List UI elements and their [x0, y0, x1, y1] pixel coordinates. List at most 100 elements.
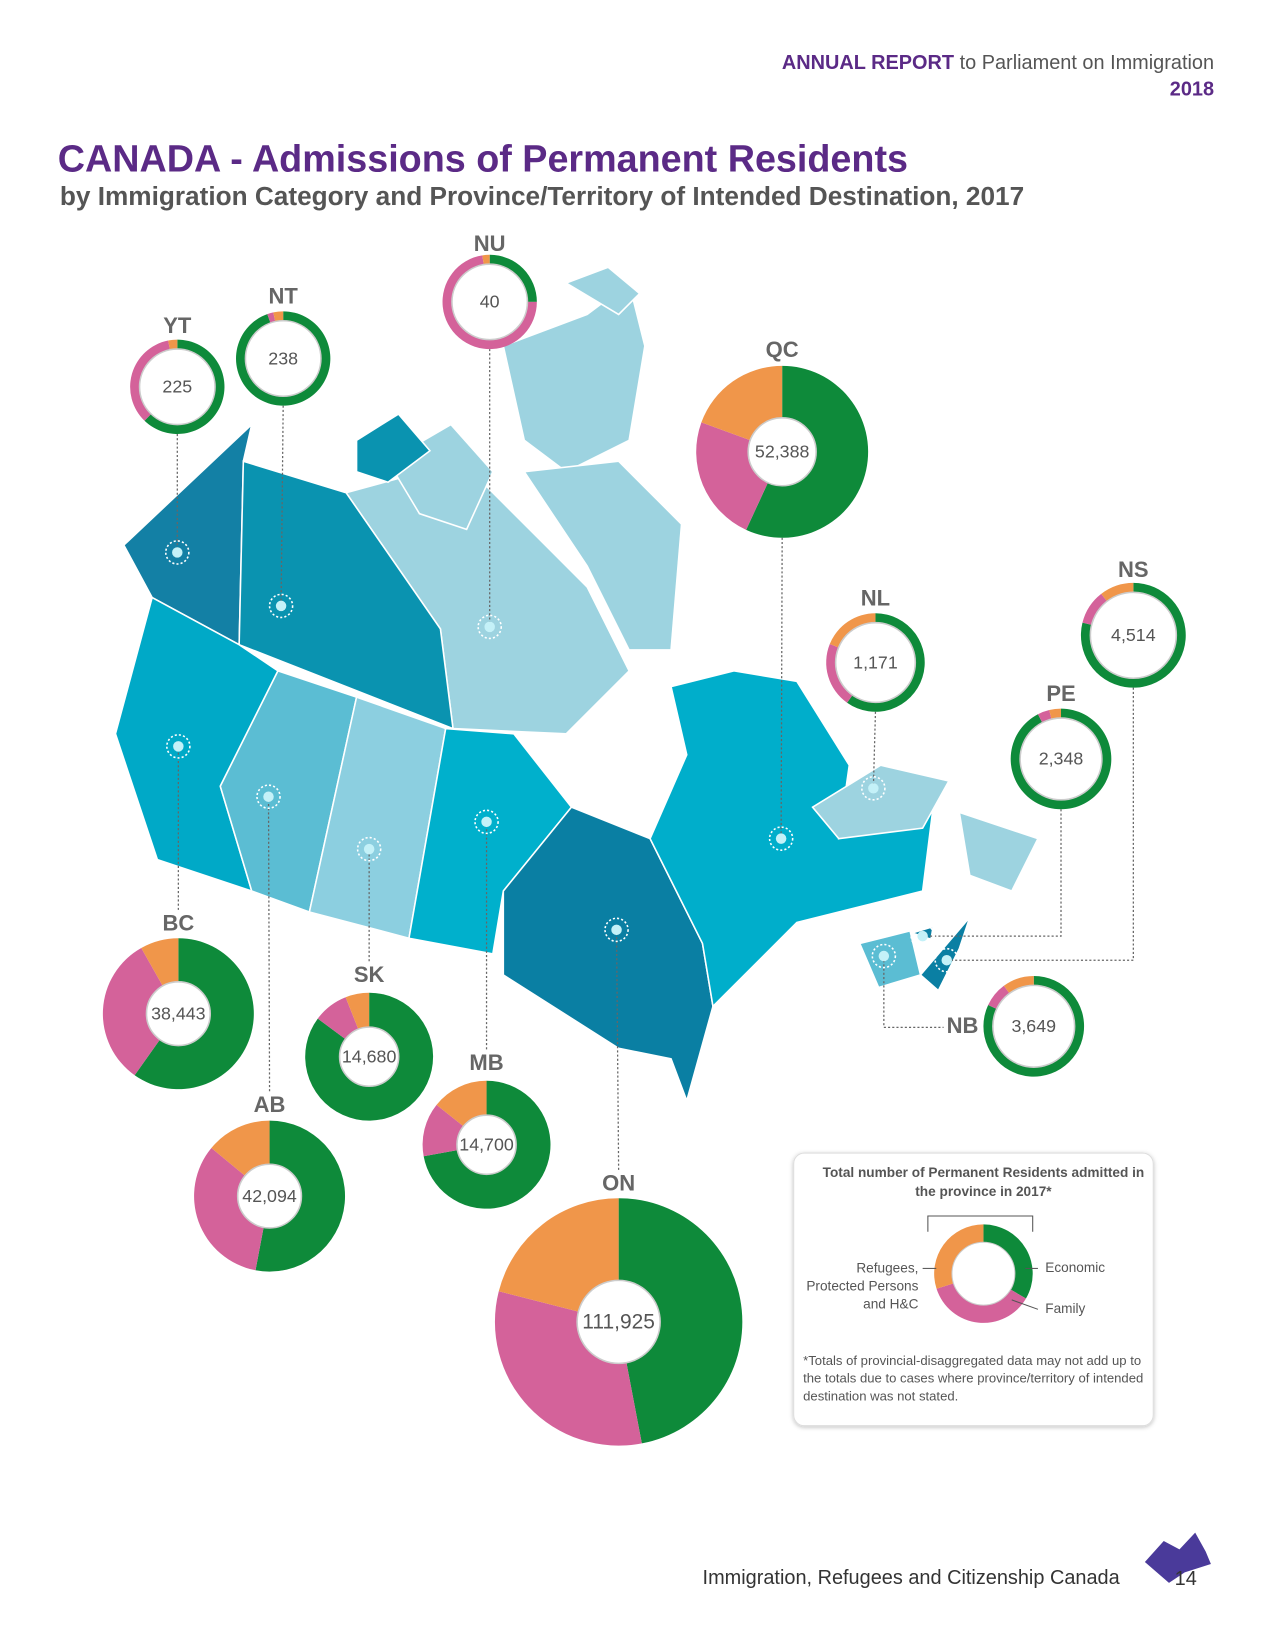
- donut-total: 225: [162, 377, 192, 397]
- donut-total: 238: [268, 348, 298, 368]
- legend-donut: Economic Family Refugees, Protected Person…: [806, 1224, 1105, 1323]
- region-qc: [649, 670, 935, 1008]
- region-label: YT: [163, 313, 192, 338]
- island: [355, 413, 432, 484]
- donut-segment: [618, 1198, 743, 1444]
- leader-line: [267, 796, 271, 1092]
- legend-label-box: Refugees, Protected Persons and H&C: [806, 1260, 919, 1312]
- legend: Total number of Permanent Residents admi…: [793, 1152, 1154, 1427]
- donut-total: 1,171: [853, 652, 898, 672]
- legend-swatch: [983, 1224, 1033, 1299]
- donut-hole: [576, 1279, 661, 1365]
- donut-segment: [134, 938, 254, 1090]
- legend-title: Total number of Permanent Residents admi…: [822, 1164, 1145, 1200]
- donut-total: 14,680: [342, 1046, 397, 1066]
- page-number: 14: [1175, 1568, 1197, 1590]
- donut-segment: [829, 613, 876, 648]
- map-marker: [941, 954, 952, 966]
- donut-segment: [494, 1291, 642, 1446]
- donut-segment: [130, 340, 170, 421]
- map-marker: [263, 791, 274, 802]
- leader-line: [883, 956, 944, 1028]
- map-marker-ring: [934, 947, 960, 973]
- donut-segment: [489, 254, 537, 302]
- donut-segment: [1082, 593, 1107, 625]
- leader-line: [922, 809, 1062, 937]
- donut-total: 38,443: [151, 1003, 206, 1023]
- legend-label: Refugees, Protected Persons and H&C: [806, 1260, 919, 1312]
- map-marker-ring: [356, 836, 382, 862]
- map-marker: [173, 741, 184, 752]
- map-marker: [775, 833, 787, 844]
- donut-segment: [436, 1080, 487, 1127]
- region-label: NU: [474, 231, 506, 256]
- region-ns: [919, 916, 971, 992]
- report-header: ANNUAL REPORT to Parliament on Immigrati…: [782, 52, 1214, 74]
- legend-title-box: Total number of Permanent Residents admi…: [822, 1164, 1145, 1200]
- region-yt: [122, 422, 254, 646]
- donut-segment: [305, 992, 434, 1121]
- island: [522, 460, 683, 651]
- donut-hole: [834, 621, 917, 704]
- map-marker: [172, 547, 183, 558]
- region-label: NL: [861, 585, 890, 610]
- donut-total: 14,700: [459, 1134, 514, 1154]
- chart-subtitle: by Immigration Category and Province/Ter…: [60, 181, 1024, 211]
- map-marker: [484, 621, 495, 633]
- island: [502, 281, 646, 473]
- donut-segment: [1003, 975, 1034, 994]
- legend-swatch: [934, 1224, 984, 1289]
- legend-hole: [951, 1241, 1016, 1306]
- legend-label: Economic: [1045, 1260, 1105, 1275]
- map-marker-ring: [871, 943, 897, 969]
- donut-total: 2,348: [1039, 749, 1084, 769]
- map-marker: [868, 783, 879, 794]
- leader-line: [872, 711, 877, 789]
- region-label: NS: [1118, 557, 1149, 582]
- donut-segment: [498, 1198, 619, 1312]
- donut-segment: [696, 422, 768, 530]
- maple-leaf-logo: [1144, 1532, 1211, 1583]
- region-label: MB: [469, 1050, 503, 1075]
- donut-segment: [482, 254, 490, 265]
- map-marker: [917, 930, 928, 942]
- donut-hole: [244, 319, 322, 398]
- donut-hole: [138, 348, 216, 426]
- legend-note: *Totals of provincial-disaggregated data…: [803, 1353, 1144, 1404]
- donut-segment: [273, 311, 284, 322]
- donut-hole: [992, 984, 1076, 1068]
- legend-tick: [1011, 1299, 1039, 1310]
- legend-bracket: [927, 1215, 1034, 1232]
- donut-segment: [847, 613, 925, 712]
- region-label: QC: [766, 337, 799, 362]
- donut-segment: [317, 997, 359, 1040]
- map-marker-ring: [604, 917, 629, 943]
- donuts: 225 YT 238 NT 40 NU 52,388 QC 1,171 NL 4,514 NS 2,34…: [102, 231, 1186, 1446]
- donut-hole: [747, 417, 817, 487]
- map-marker-ring: [268, 593, 294, 619]
- map-marker-ring: [474, 809, 499, 835]
- donut-hole: [145, 981, 212, 1047]
- region-nl-island: [958, 811, 1040, 893]
- footer-organization: Immigration, Refugees and Citizenship Ca…: [703, 1567, 1121, 1589]
- donut-hole: [236, 1163, 303, 1229]
- donut-segment: [826, 644, 853, 703]
- donut-segment: [141, 938, 179, 986]
- donut-total: 52,388: [755, 442, 810, 462]
- map-marker-ring: [910, 923, 935, 949]
- map: [114, 266, 1040, 1104]
- region-nt: [238, 460, 454, 730]
- region-label: ON: [602, 1170, 635, 1195]
- map-marker: [481, 816, 492, 828]
- map-marker-ring: [164, 540, 190, 565]
- donut-segment: [211, 1120, 270, 1176]
- donut-hole: [338, 1026, 400, 1088]
- map-marker: [275, 600, 287, 612]
- donut-total: 42,094: [242, 1186, 297, 1206]
- report-rest: to Parliament on Immigration: [960, 52, 1214, 74]
- leaders: [164, 349, 1134, 1170]
- report-year: 2018: [1170, 78, 1214, 100]
- region-label: SK: [354, 962, 385, 987]
- donut-segment: [422, 1104, 464, 1157]
